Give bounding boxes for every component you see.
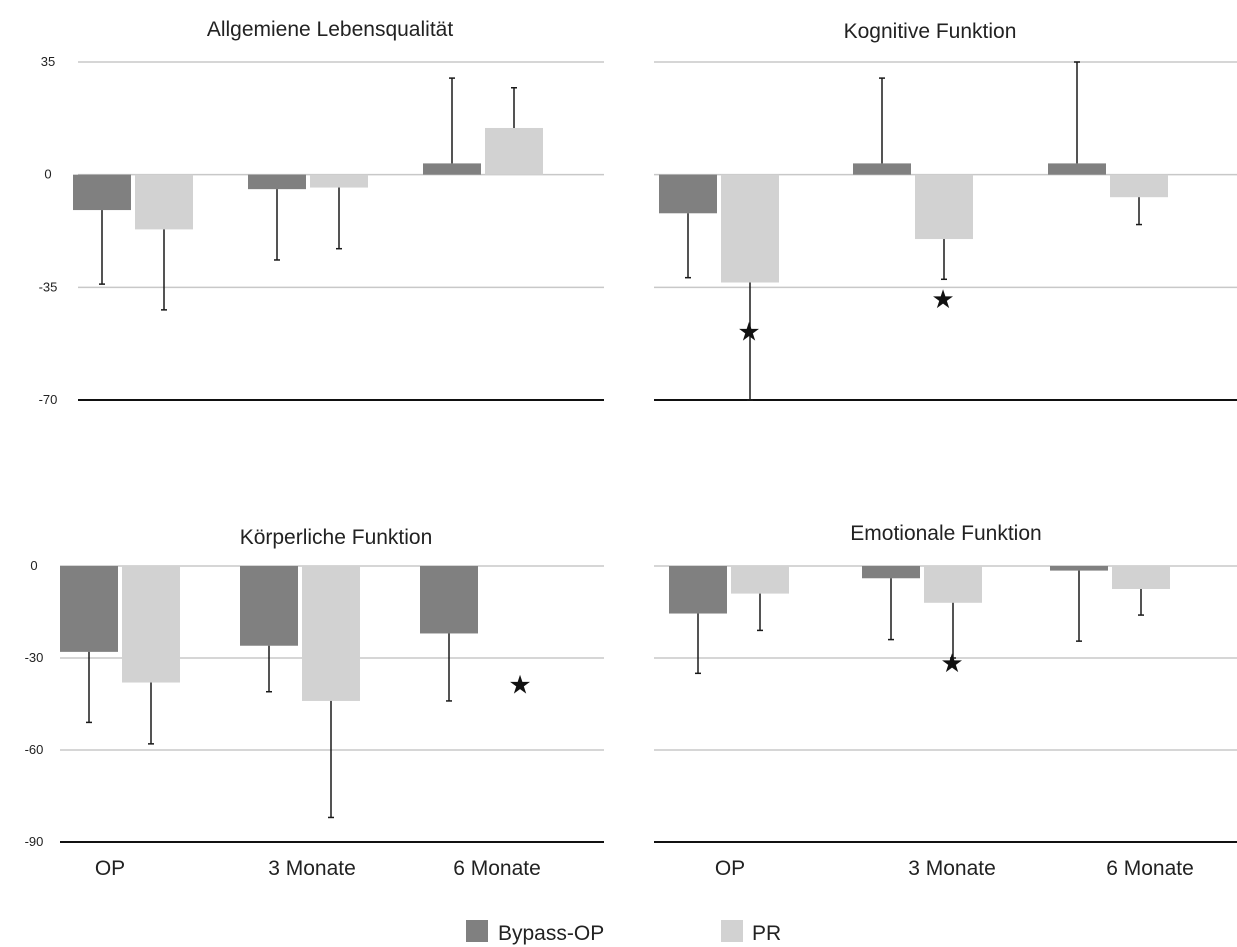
bar-bypass [862,566,920,579]
x-category-label: OP [715,857,745,880]
y-tick-label: -30 [25,650,44,665]
bar-pr [924,566,982,603]
x-category-label: 6 Monate [453,857,541,880]
legend-label-bypass: Bypass-OP [498,922,604,945]
legend-swatch-pr [721,920,743,942]
chart-panel-2: Kognitive Funktion ★ ★ [654,20,1237,401]
y-tick-label: -70 [39,392,58,407]
chart-panel-1: Allgemiene Lebensqualität 35 0 -35 -70 [39,18,604,407]
chart-title: Körperliche Funktion [240,526,433,549]
chart-panels: Allgemiene Lebensqualität 35 0 -35 -70 Kognit… [25,18,1237,880]
bar-bypass [420,566,478,634]
significance-star: ★ [737,316,760,346]
significance-star: ★ [940,648,963,678]
significance-star: ★ [931,284,954,314]
bar-bypass [659,174,717,214]
x-category-label: 3 Monate [268,857,356,880]
significance-star: ★ [508,670,531,700]
y-tick-label: 35 [41,54,55,69]
bar-bypass [240,566,298,646]
legend-label-pr: PR [752,922,781,945]
y-tick-label: 0 [44,167,51,182]
x-category-label: OP [95,857,125,880]
y-tick-label: -35 [39,279,58,294]
bar-pr [915,174,973,240]
bar-bypass [248,174,306,190]
bar-pr [122,566,180,683]
bar-bypass [1048,163,1106,175]
bar-pr [1112,566,1170,589]
legend: Bypass-OP PR [466,920,781,945]
bar-pr [310,174,368,188]
bar-bypass [1050,566,1108,571]
chart-panel-4: Emotionale Funktion ★ OP 3 Monate 6 Monate [654,522,1237,880]
x-category-label: 3 Monate [908,857,996,880]
bar-bypass [73,174,131,211]
bar-bypass [669,566,727,614]
bar-bypass [60,566,118,652]
bar-pr [485,127,543,175]
bar-pr [135,174,193,230]
bar-pr [1110,174,1168,198]
x-category-label: 6 Monate [1106,857,1194,880]
chart-title: Emotionale Funktion [850,522,1041,545]
bar-bypass [853,163,911,175]
bar-pr [731,566,789,594]
y-tick-label: -90 [25,834,44,849]
y-tick-label: -60 [25,742,44,757]
bar-pr [302,566,360,701]
y-tick-label: 0 [30,558,37,573]
chart-title: Kognitive Funktion [844,20,1017,43]
chart-title: Allgemiene Lebensqualität [207,18,454,41]
legend-swatch-bypass [466,920,488,942]
chart-panel-3: Körperliche Funktion 0 -30 -60 -90 ★ OP 3 Monat… [25,526,604,880]
bar-pr [721,174,779,283]
bar-bypass [423,163,481,175]
